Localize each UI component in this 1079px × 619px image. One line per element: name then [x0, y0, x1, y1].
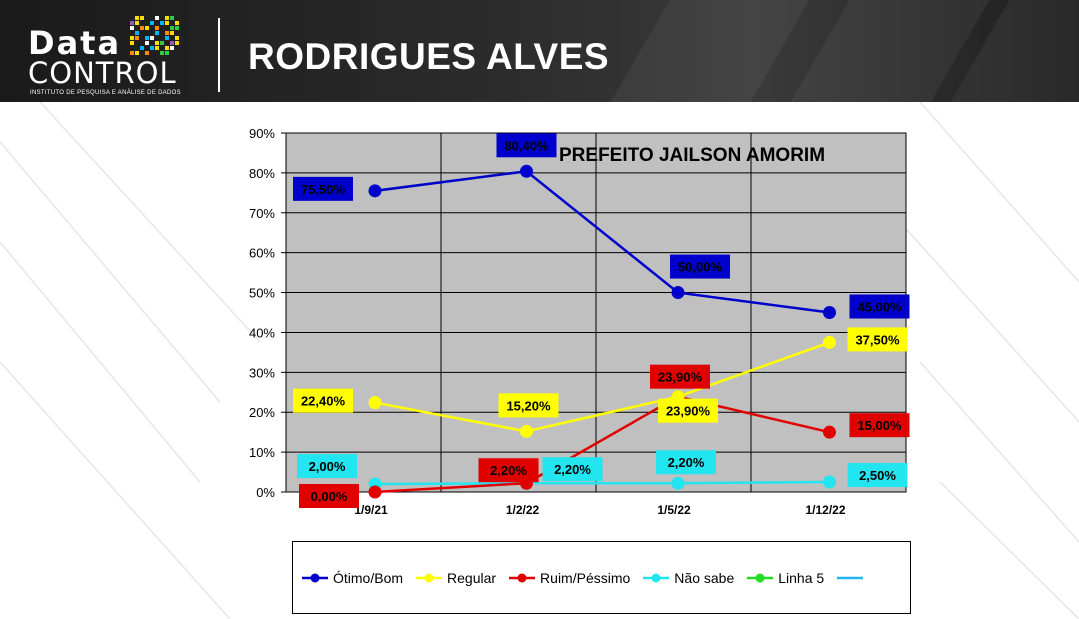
data-label: 15,00% — [849, 413, 910, 438]
y-tick-label: 10% — [249, 445, 275, 460]
data-point — [823, 306, 836, 319]
data-label: 75,50% — [293, 176, 353, 201]
y-tick-label: 70% — [249, 206, 275, 221]
data-point — [671, 476, 685, 490]
data-label: 2,20% — [478, 458, 539, 483]
svg-text:15,20%: 15,20% — [506, 398, 551, 413]
data-label: 23,90% — [658, 398, 718, 423]
background-pattern — [0, 102, 1079, 619]
data-point — [368, 184, 382, 198]
y-tick-label: 30% — [249, 365, 275, 380]
data-point — [368, 396, 382, 410]
svg-text:45,00%: 45,00% — [857, 300, 902, 315]
data-point — [823, 425, 836, 439]
x-tick-label: 1/2/22 — [506, 503, 540, 517]
x-tick-label: 1/9/21 — [354, 503, 388, 517]
legend-item: Regular — [415, 570, 496, 586]
svg-text:22,40%: 22,40% — [301, 394, 346, 409]
y-tick-label: 60% — [249, 246, 275, 261]
legend-label: Ruim/Péssimo — [540, 570, 631, 586]
legend-swatch — [643, 573, 670, 583]
data-point — [368, 485, 382, 499]
y-tick-label: 20% — [249, 405, 275, 420]
legend-item — [836, 572, 864, 584]
data-label: 23,90% — [650, 364, 710, 389]
legend-item: Ruim/Péssimo — [508, 570, 630, 586]
header-divider — [218, 18, 220, 92]
legend-label: Regular — [447, 570, 497, 586]
data-label: 0,00% — [299, 484, 359, 508]
data-label: 80,40% — [496, 133, 557, 158]
data-point — [823, 475, 836, 489]
datacontrol-logo: Data CONTROL INSTITUTO DE PESQUISA E ANÁ… — [22, 14, 212, 100]
data-label: 15,20% — [498, 393, 559, 418]
svg-text:75,50%: 75,50% — [301, 182, 346, 197]
svg-text:2,20%: 2,20% — [490, 463, 527, 478]
page-title: RODRIGUES ALVES — [248, 36, 610, 77]
svg-text:80,40%: 80,40% — [504, 138, 549, 153]
legend-item: Não sabe — [642, 570, 734, 586]
series-line — [374, 395, 830, 494]
svg-text:2,00%: 2,00% — [309, 459, 346, 474]
y-tick-label: 40% — [249, 325, 275, 340]
data-point — [671, 286, 685, 300]
logo-control-text: CONTROL — [28, 56, 177, 90]
svg-text:2,20%: 2,20% — [554, 462, 591, 477]
svg-text:2,20%: 2,20% — [668, 455, 705, 470]
series-line — [374, 169, 830, 314]
data-point — [520, 164, 533, 178]
logo-tagline: INSTITUTO DE PESQUISA E ANÁLISE DE DADOS — [30, 90, 181, 96]
legend-label: Linha 5 — [778, 570, 825, 586]
y-tick-label: 90% — [249, 126, 275, 141]
legend-swatch — [837, 576, 864, 580]
svg-text:23,90%: 23,90% — [658, 370, 703, 385]
svg-text:23,90%: 23,90% — [666, 404, 711, 419]
x-tick-label: 1/12/22 — [805, 503, 845, 517]
series-line — [374, 480, 830, 486]
legend-swatch — [747, 573, 774, 583]
series-line — [374, 341, 830, 433]
data-label: 2,20% — [542, 457, 603, 482]
legend-label: Não sabe — [674, 570, 735, 586]
data-label: 37,50% — [847, 327, 908, 352]
y-tick-label: 0% — [256, 485, 275, 500]
svg-text:50,00%: 50,00% — [678, 260, 723, 275]
svg-text:37,50%: 37,50% — [855, 332, 900, 347]
legend-swatch — [302, 573, 328, 583]
head-pixel-icon — [130, 16, 179, 55]
logo-data-text: Data — [28, 24, 122, 62]
x-tick-label: 1/5/22 — [657, 503, 691, 517]
legend-swatch — [416, 573, 443, 583]
chart-legend: Ótimo/Bom Regular Ruim/Péssimo Não sabe Linh… — [292, 541, 911, 614]
data-label: 50,00% — [670, 254, 730, 279]
data-label: 22,40% — [293, 388, 353, 413]
legend-item: Ótimo/Bom — [301, 570, 403, 586]
data-point — [520, 424, 533, 438]
data-point — [823, 335, 836, 349]
svg-text:2,50%: 2,50% — [859, 468, 896, 483]
data-label: 2,50% — [847, 463, 908, 488]
data-label: 45,00% — [849, 294, 910, 319]
chart-title: PREFEITO JAILSON AMORIM — [559, 145, 825, 166]
data-label: 2,00% — [297, 454, 357, 479]
legend-item: Linha 5 — [746, 570, 824, 586]
y-tick-label: 50% — [249, 286, 275, 301]
svg-text:15,00%: 15,00% — [857, 418, 902, 433]
header-banner: Data CONTROL INSTITUTO DE PESQUISA E ANÁ… — [0, 0, 1079, 102]
svg-text:0,00%: 0,00% — [311, 489, 348, 504]
legend-label: Ótimo/Bom — [333, 570, 404, 586]
data-label: 2,20% — [656, 450, 716, 475]
legend-swatch — [509, 573, 536, 583]
y-tick-label: 80% — [249, 166, 275, 181]
